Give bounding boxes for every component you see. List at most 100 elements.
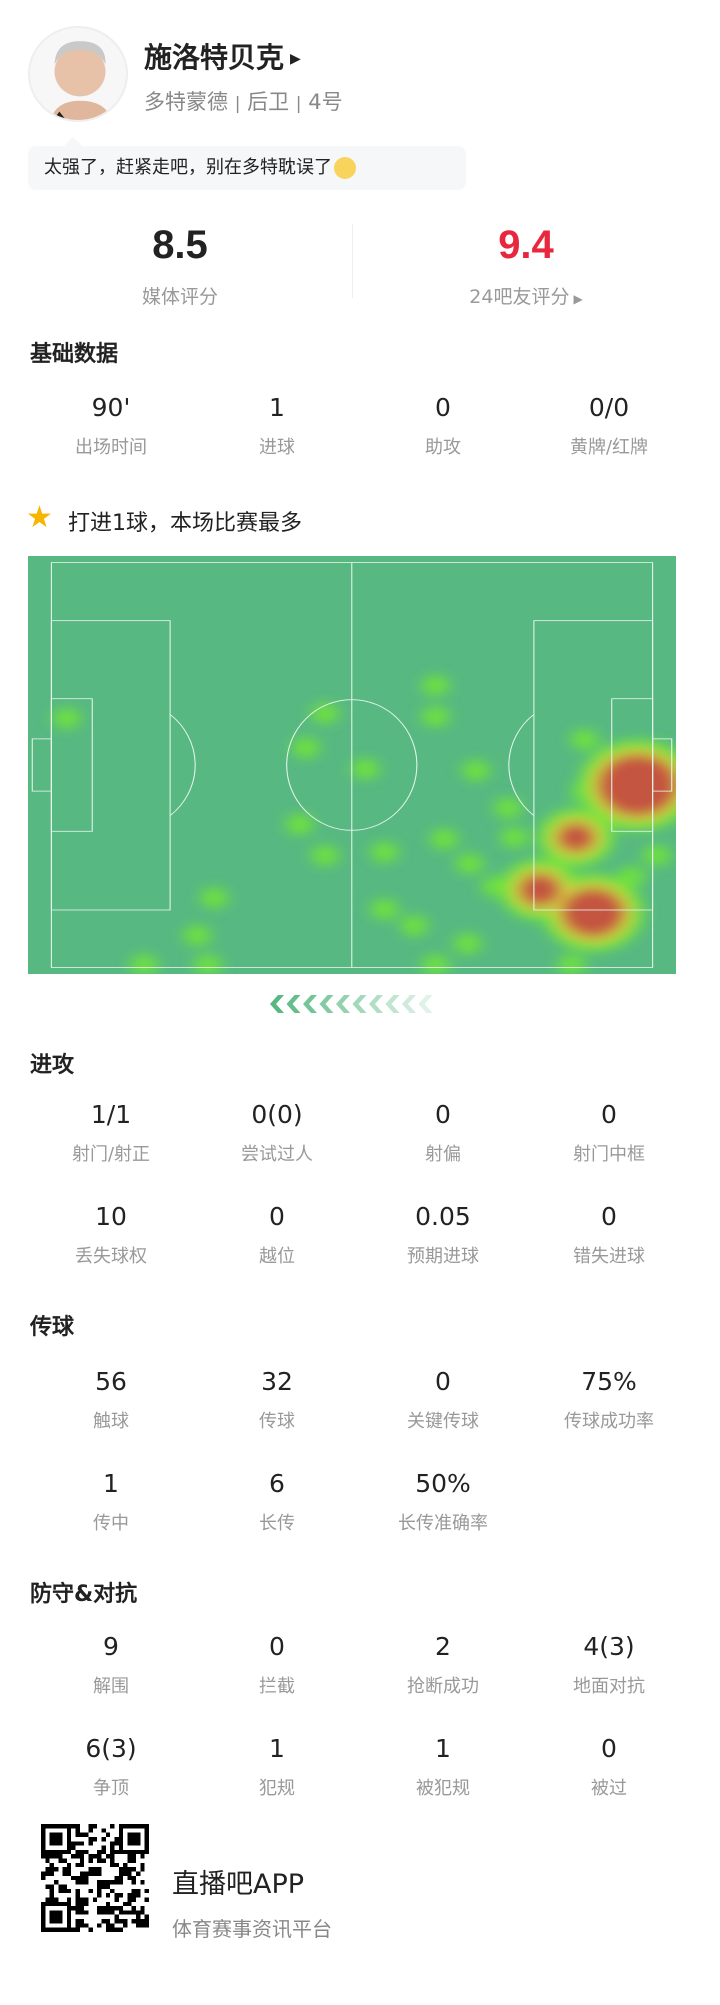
heat-spot (430, 828, 458, 850)
stat-value: 0/0 (588, 393, 630, 422)
stat-label: 长传准确率 (398, 1513, 488, 1534)
stat-label: 错失进球 (573, 1246, 645, 1267)
stat-value: 1 (435, 1734, 451, 1763)
chevron-left-icon (286, 995, 301, 1013)
chevron-left-icon (336, 995, 350, 1013)
app-slogan: 体育赛事资讯平台 (172, 1917, 332, 1941)
stat-label: 拦截 (259, 1676, 295, 1697)
stat-value: 32 (261, 1367, 293, 1396)
heat-spot (285, 813, 314, 835)
cat-emoji-icon (334, 157, 356, 179)
heat-spot (500, 827, 528, 848)
heat-spot (558, 954, 586, 974)
stat-item: 1/1 射门/射正 (28, 1100, 194, 1166)
caret-right-icon: ▶ (573, 292, 583, 306)
stat-value: 50% (415, 1469, 471, 1498)
heat-spot (453, 933, 482, 955)
stat-label: 越位 (259, 1246, 295, 1267)
stat-item: 4(3) 地面对抗 (526, 1632, 692, 1698)
stat-item: 9 解围 (28, 1632, 194, 1698)
stat-label: 丢失球权 (75, 1246, 147, 1267)
stat-item: 0 被过 (526, 1734, 692, 1800)
section-title-passing: 传球 (30, 1315, 75, 1340)
divider (352, 224, 353, 298)
passing-stats: 56 触球 32 传球 0 关键传球 75% 传球成功率 1 传中 6 长传 50% 长传准确率 (28, 1367, 692, 1535)
highlight-text: 打进1球，本场比赛最多 (68, 511, 302, 536)
heat-spot (183, 925, 211, 946)
chevron-left-icon (418, 995, 433, 1013)
stat-label: 进球 (259, 437, 295, 458)
stat-item: 90' 出场时间 (28, 393, 194, 459)
stat-label: 传中 (93, 1513, 129, 1534)
stat-item: 0 越位 (194, 1202, 360, 1268)
stat-item: 1 犯规 (194, 1734, 360, 1800)
heat-spot (370, 841, 399, 863)
heat-spot (351, 758, 380, 780)
stat-value: 0 (601, 1202, 617, 1231)
stat-value: 75% (581, 1367, 637, 1396)
stat-item: 10 丢失球权 (28, 1202, 194, 1268)
stat-label: 争顶 (93, 1778, 129, 1799)
heat-spot (462, 760, 490, 782)
heat-spot (370, 898, 399, 920)
stat-item: 1 被犯规 (360, 1734, 526, 1800)
stat-value: 1 (103, 1469, 119, 1498)
chevron-left-icon (303, 995, 317, 1013)
chevron-left-icon (319, 995, 334, 1013)
defense-stats: 9 解围 0 拦截 2 抢断成功 4(3) 地面对抗 6(3) 争顶 1 犯规 1 被犯规 0 被过 (28, 1632, 692, 1800)
heat-spot (570, 729, 599, 750)
heatmap-pitch (28, 556, 676, 974)
heat-spot (421, 954, 450, 974)
stat-label: 地面对抗 (573, 1676, 645, 1697)
stat-value: 2 (435, 1632, 451, 1661)
stat-value: 4(3) (583, 1632, 635, 1661)
player-name[interactable]: 施洛特贝克 ▶ (144, 41, 301, 74)
stat-item: 0 关键传球 (360, 1367, 526, 1433)
stat-item: 0 拦截 (194, 1632, 360, 1698)
heat-spot (292, 737, 320, 759)
player-avatar[interactable] (28, 26, 128, 122)
stat-label: 抢断成功 (407, 1676, 479, 1697)
stat-value: 0 (435, 1367, 451, 1396)
comment-bubble: 太强了，赶紧走吧，别在多特耽误了 (28, 137, 466, 190)
heat-spot (194, 954, 222, 974)
chevron-left-icon (352, 995, 367, 1013)
stat-label: 犯规 (259, 1778, 295, 1799)
stat-label: 预期进球 (407, 1246, 479, 1267)
stat-value: 6 (269, 1469, 285, 1498)
stat-value: 1 (269, 393, 285, 422)
stat-label: 尝试过人 (241, 1144, 313, 1165)
chevron-left-icon (369, 995, 383, 1013)
heat-spot (200, 887, 228, 909)
stat-label: 射门中框 (573, 1144, 645, 1165)
player-info: 多特蒙德 | 后卫 | 4号 (144, 90, 343, 114)
stat-label: 传球 (259, 1411, 295, 1432)
heat-spot (311, 845, 339, 866)
chevron-left-icon (270, 995, 284, 1013)
stat-label: 出场时间 (75, 437, 147, 458)
stat-value: 0 (269, 1202, 285, 1231)
attack-stats: 1/1 射门/射正 0(0) 尝试过人 0 射偏 0 射门中框 10 丢失球权 0 越位 0.05 预期进… (28, 1100, 692, 1268)
stat-value: 0 (601, 1734, 617, 1763)
stat-value: 0 (435, 1100, 451, 1129)
stat-item: 0 错失进球 (526, 1202, 692, 1268)
stat-item: 32 传球 (194, 1367, 360, 1433)
heat-spot (643, 845, 671, 866)
stat-item: 0.05 预期进球 (360, 1202, 526, 1268)
heat-spot (421, 675, 450, 697)
heat-spot (400, 915, 428, 937)
stat-value: 1 (269, 1734, 285, 1763)
stat-value: 0 (269, 1632, 285, 1661)
stat-item: 0 射门中框 (526, 1100, 692, 1166)
chevron-left-icon (402, 995, 416, 1013)
heat-spot (311, 702, 339, 724)
fan-rating[interactable]: 9.4 24吧友评分 ▶ (469, 223, 583, 308)
stat-value: 0 (601, 1100, 617, 1129)
stat-item: 0 助攻 (360, 393, 526, 459)
app-name: 直播吧APP (172, 1869, 305, 1900)
heat-spot (130, 954, 158, 974)
stat-label: 长传 (259, 1513, 295, 1534)
stat-value: 1/1 (90, 1100, 132, 1129)
stat-label: 射门/射正 (71, 1144, 151, 1165)
stat-label: 传球成功率 (564, 1411, 654, 1432)
